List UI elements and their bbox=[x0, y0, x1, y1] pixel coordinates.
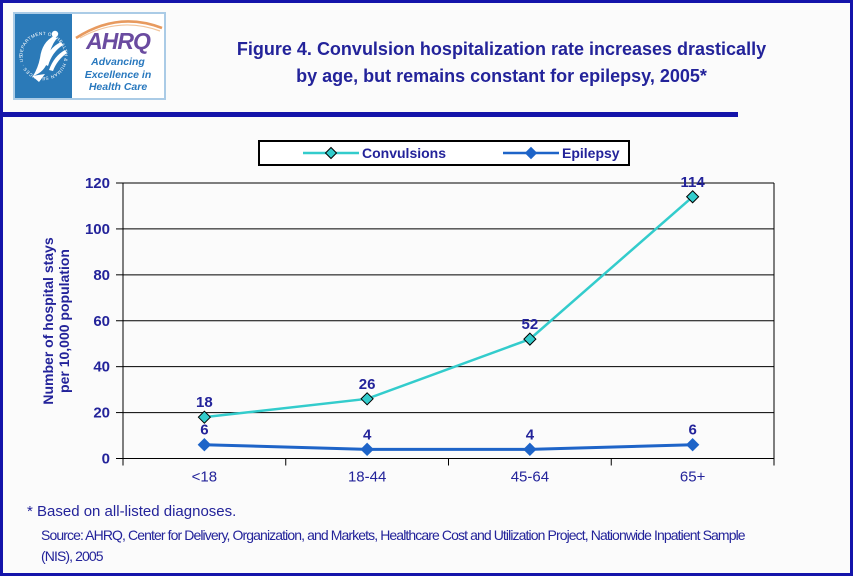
data-point-convulsions bbox=[197, 410, 212, 424]
source-citation: Source: AHRQ, Center for Delivery, Organ… bbox=[41, 525, 842, 567]
data-point-convulsions bbox=[685, 190, 700, 204]
y-tick-label: 20 bbox=[93, 405, 110, 422]
figure-title: Figure 4. Convulsion hospitalization rat… bbox=[163, 36, 840, 90]
footnote: * Based on all-listed diagnoses. bbox=[27, 503, 237, 520]
data-label-epilepsy: 6 bbox=[688, 422, 696, 439]
data-point-epilepsy bbox=[523, 442, 537, 457]
x-category-label: 65+ bbox=[680, 469, 706, 486]
y-tick-label: 0 bbox=[102, 451, 110, 468]
header-divider bbox=[3, 112, 738, 117]
x-category-label: <18 bbox=[192, 469, 217, 486]
data-label-convulsions: 26 bbox=[359, 376, 376, 393]
ahrq-hhs-logo: DEPARTMENT OF HEALTH & HUMAN SERVICES · … bbox=[13, 12, 166, 100]
hhs-seal-icon: DEPARTMENT OF HEALTH & HUMAN SERVICES · … bbox=[15, 14, 72, 98]
data-point-epilepsy bbox=[685, 438, 700, 452]
data-point-convulsions bbox=[360, 392, 374, 406]
data-label-convulsions: 52 bbox=[522, 316, 539, 333]
tagline-line: Advancing bbox=[91, 56, 145, 68]
y-tick-label: 40 bbox=[93, 359, 110, 376]
ahrq-acronym: AHRQ bbox=[86, 28, 151, 54]
figure-title-line2: by age, but remains constant for epileps… bbox=[296, 66, 707, 86]
y-tick-label: 120 bbox=[85, 175, 110, 192]
data-label-convulsions: 18 bbox=[196, 394, 213, 411]
data-label-epilepsy: 4 bbox=[363, 426, 372, 443]
y-tick-label: 80 bbox=[93, 267, 110, 284]
series-line-convulsions bbox=[204, 195, 694, 419]
data-point-epilepsy bbox=[197, 438, 212, 452]
epilepsy-line-marker-icon bbox=[503, 146, 560, 160]
data-label-epilepsy: 6 bbox=[200, 422, 208, 439]
source-line2: (NIS), 2005 bbox=[41, 548, 104, 564]
data-point-epilepsy bbox=[360, 442, 374, 457]
seal-ring-text: DEPARTMENT OF HEALTH & HUMAN SERVICES · … bbox=[15, 14, 69, 81]
ahrq-tagline: Advancing Excellence in Health Care bbox=[72, 56, 164, 94]
hhs-eagle-icon: DEPARTMENT OF HEALTH & HUMAN SERVICES · … bbox=[15, 14, 69, 82]
data-point-convulsions bbox=[523, 332, 537, 346]
data-label-epilepsy: 4 bbox=[526, 426, 535, 443]
ahrq-arc-icon bbox=[75, 20, 163, 39]
x-category-label: 45-64 bbox=[511, 469, 549, 486]
convulsions-line-marker-icon bbox=[303, 146, 359, 160]
legend-item-epilepsy: Epilepsy bbox=[502, 145, 620, 161]
source-line1: Source: AHRQ, Center for Delivery, Organ… bbox=[41, 527, 746, 543]
legend-label-convulsions: Convulsions bbox=[362, 145, 447, 161]
ahrq-wordmark: AHRQ Advancing Excellence in Health Care bbox=[72, 14, 164, 98]
figure-title-line1: Figure 4. Convulsion hospitalization rat… bbox=[236, 39, 767, 59]
tagline-line: Excellence in bbox=[84, 68, 152, 81]
data-label-convulsions: 114 bbox=[681, 174, 706, 191]
y-tick-label: 60 bbox=[93, 313, 110, 330]
legend-label-epilepsy: Epilepsy bbox=[562, 145, 620, 161]
x-category-label: 18-44 bbox=[348, 469, 386, 486]
series-line-epilepsy bbox=[204, 443, 693, 451]
y-tick-label: 100 bbox=[85, 221, 110, 238]
tagline-line: Health Care bbox=[88, 81, 148, 94]
chart-legend: Convulsions Epilepsy bbox=[258, 140, 630, 166]
y-axis-title: Number of hospital staysper 10,000 popul… bbox=[40, 237, 72, 404]
legend-item-convulsions: Convulsions bbox=[302, 145, 446, 161]
